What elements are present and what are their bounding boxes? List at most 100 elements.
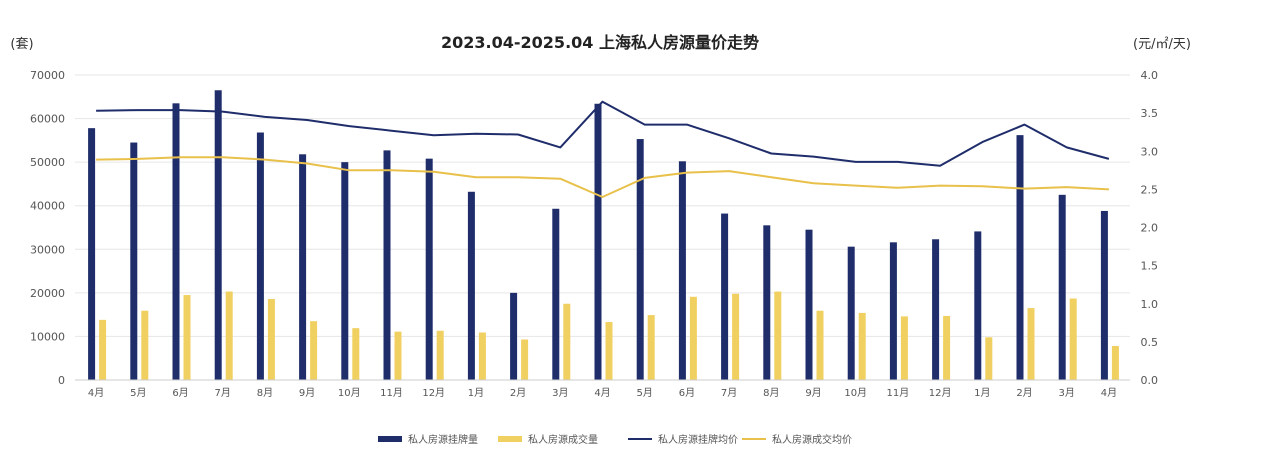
legend-label: 私人房源成交量	[528, 433, 598, 446]
bar	[130, 142, 138, 380]
bar	[310, 321, 318, 380]
y-left-tick-label: 0	[58, 374, 65, 387]
x-tick-label: 2月	[510, 387, 526, 399]
y-right-tick-label: 1.0	[1141, 298, 1159, 311]
bar	[932, 239, 940, 380]
y-right-tick-label: 4.0	[1141, 69, 1159, 82]
bar	[141, 310, 149, 380]
x-tick-label: 10月	[338, 387, 361, 399]
legend-swatch	[378, 436, 402, 442]
bar	[214, 90, 222, 380]
series-line	[96, 100, 1110, 167]
bar	[299, 154, 307, 380]
chart-title: 2023.04-2025.04 上海私人房源量价走势	[441, 33, 759, 52]
y-left-tick-label: 60000	[30, 113, 65, 126]
bar	[985, 337, 993, 380]
bar	[183, 295, 191, 380]
bar	[99, 319, 107, 380]
legend-swatch	[498, 436, 522, 442]
bar	[943, 315, 951, 380]
bar	[394, 331, 402, 380]
x-tick-label: 2月	[1016, 387, 1032, 399]
bar	[774, 291, 782, 380]
bar	[436, 330, 444, 380]
x-tick-label: 3月	[552, 387, 568, 399]
bar	[425, 158, 433, 380]
y-left-tick-label: 10000	[30, 330, 65, 343]
bar	[510, 292, 518, 380]
x-tick-label: 4月	[1101, 387, 1117, 399]
bar	[552, 208, 560, 380]
series-line	[96, 156, 1109, 198]
bar	[721, 213, 729, 380]
bar	[732, 293, 740, 380]
bar	[763, 225, 771, 380]
x-tick-label: 9月	[805, 387, 821, 399]
bar	[636, 139, 644, 380]
x-tick-label: 6月	[679, 387, 695, 399]
line-series	[96, 100, 1110, 198]
bar	[172, 103, 180, 381]
y-right-tick-label: 0.5	[1141, 336, 1159, 349]
bar	[563, 303, 571, 380]
x-tick-label: 6月	[172, 387, 188, 399]
legend-label: 私人房源挂牌均价	[658, 433, 738, 446]
bar	[467, 191, 475, 380]
bar	[689, 296, 697, 380]
y-right-unit: (元/㎡/天)	[1133, 37, 1191, 52]
x-tick-label: 11月	[380, 387, 403, 399]
bar	[805, 229, 813, 380]
y-right-tick-label: 2.5	[1141, 183, 1159, 196]
y-left-tick-label: 30000	[30, 243, 65, 256]
legend-label: 私人房源挂牌量	[408, 433, 478, 446]
bar	[1058, 194, 1066, 380]
bar	[1069, 298, 1077, 380]
y-left-tick-label: 70000	[30, 69, 65, 82]
bar-series	[88, 90, 1119, 381]
x-tick-label: 9月	[299, 387, 315, 399]
x-tick-label: 1月	[468, 387, 484, 399]
x-tick-label: 4月	[88, 387, 104, 399]
bar	[974, 231, 982, 380]
bar	[1111, 346, 1119, 380]
bar	[1027, 308, 1035, 380]
bar	[858, 312, 866, 380]
bar	[521, 339, 529, 380]
y-axis-right: 0.0 0.5 1.0 1.5 2.0 2.5 3.0 3.5 4.0	[1141, 69, 1159, 387]
bar	[889, 242, 897, 380]
y-axis-left: 0 10000 20000 30000 40000 50000 60000 70000	[30, 69, 65, 387]
bar	[1016, 135, 1024, 380]
y-left-tick-label: 20000	[30, 287, 65, 300]
x-tick-label: 5月	[130, 387, 146, 399]
x-tick-label: 7月	[215, 387, 231, 399]
y-left-unit: (套)	[10, 36, 33, 52]
bar	[900, 316, 908, 380]
y-right-tick-label: 3.5	[1141, 107, 1159, 120]
gridlines	[75, 74, 1130, 381]
x-tick-label: 8月	[257, 387, 273, 399]
y-left-tick-label: 40000	[30, 200, 65, 213]
x-tick-label: 8月	[763, 387, 779, 399]
x-tick-label: 4月	[594, 387, 610, 399]
x-tick-label: 10月	[844, 387, 867, 399]
x-tick-label: 7月	[721, 387, 737, 399]
bar	[225, 291, 233, 380]
bar	[256, 132, 264, 380]
bar	[605, 322, 613, 380]
y-right-tick-label: 1.5	[1141, 260, 1159, 273]
x-tick-label: 1月	[974, 387, 990, 399]
bar	[478, 332, 486, 380]
y-right-tick-label: 0.0	[1141, 374, 1159, 387]
bar	[847, 246, 855, 380]
bar	[383, 150, 391, 380]
bar	[1100, 210, 1108, 380]
bar	[678, 161, 686, 380]
x-tick-label: 5月	[637, 387, 653, 399]
bar	[647, 315, 655, 380]
bar	[88, 128, 96, 380]
bar	[816, 310, 824, 380]
x-tick-label: 12月	[422, 387, 445, 399]
bar	[352, 328, 360, 380]
